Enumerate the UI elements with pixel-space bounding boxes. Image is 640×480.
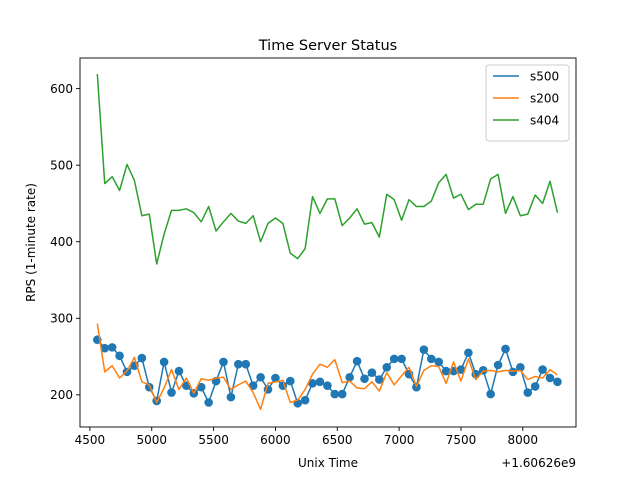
data-point-s500-32 [330,389,340,399]
data-point-s500-28 [300,395,310,405]
x-axis-label: Unix Time [298,456,358,470]
data-point-s500-29 [308,379,317,388]
x-axis-offset-label: +1.60626e9 [501,456,576,470]
series-line-s404 [96,74,559,265]
x-tick-label: 7500 [446,433,477,447]
data-point-s500-15 [204,398,213,407]
data-point-s500-47 [441,366,451,376]
data-point-s500-57 [516,362,525,372]
data-point-s500-33 [337,389,347,399]
x-tick-label: 8000 [508,433,539,447]
data-point-s500-10 [167,388,176,397]
data-point-s500-2 [107,343,117,352]
legend-label-s200: s200 [530,92,559,106]
data-point-s500-54 [493,360,503,370]
data-point-s500-30 [315,377,325,387]
data-point-s500-17 [219,357,228,367]
data-point-s500-24 [271,373,280,383]
chart-title: Time Server Status [258,38,397,54]
data-point-s500-43 [412,382,421,392]
data-point-s500-61 [545,373,555,383]
data-point-s500-45 [426,354,436,364]
data-point-s500-59 [530,382,540,391]
axes-frame [79,57,577,428]
data-point-s500-40 [389,354,399,364]
data-point-s500-21 [248,381,258,390]
data-point-s500-34 [345,372,354,382]
data-point-s500-26 [285,376,295,386]
data-point-s500-9 [159,357,169,367]
x-tick-label: 6500 [322,433,353,447]
data-point-s500-46 [434,357,444,367]
data-point-s500-53 [486,389,495,399]
y-tick-label: 500 [50,158,73,172]
data-point-s500-22 [256,372,265,382]
x-tick-label: 4500 [75,433,106,447]
data-point-s500-1 [100,343,110,353]
legend-label-s404: s404 [530,114,559,128]
y-tick-label: 400 [50,235,73,249]
data-point-s500-35 [352,356,362,366]
x-tick-label: 6000 [260,433,291,447]
data-point-s500-38 [375,375,384,384]
axis-ticks: 4500 5000 5500 6000 6500 7000 7500 8000 200 300 40… [50,82,538,447]
data-point-s500-44 [419,345,429,354]
data-point-s500-19 [234,359,243,369]
data-point-s500-6 [137,353,147,363]
x-tick-label: 7000 [384,433,415,447]
y-axis-label: RPS (1-minute rate) [24,183,38,302]
data-point-s500-39 [382,362,392,372]
data-point-s500-62 [553,377,562,387]
data-point-s500-3 [115,351,124,361]
data-point-s500-18 [226,392,236,402]
y-tick-label: 200 [50,388,73,402]
y-tick-label: 300 [50,312,73,326]
data-point-s500-49 [456,365,466,374]
legend: s500 s200 s404 [485,64,570,142]
data-point-s500-56 [508,367,518,377]
data-point-s500-20 [241,359,251,369]
y-tick-label: 600 [50,82,73,96]
data-point-s500-36 [360,374,369,384]
x-tick-label: 5500 [198,433,229,447]
data-point-s500-11 [174,366,184,376]
data-point-s500-14 [196,382,206,392]
data-point-s500-31 [323,381,332,390]
legend-label-s500: s500 [530,70,559,84]
plot-area [93,74,562,411]
data-point-s500-41 [397,354,406,364]
data-point-s500-55 [501,344,510,354]
data-point-s500-58 [523,388,533,397]
series-line-s200 [96,323,558,411]
legend-box [485,64,570,142]
data-point-s500-37 [367,368,377,377]
data-point-s500-60 [538,365,547,374]
x-tick-label: 5000 [136,433,167,447]
data-point-s500-50 [464,348,473,358]
